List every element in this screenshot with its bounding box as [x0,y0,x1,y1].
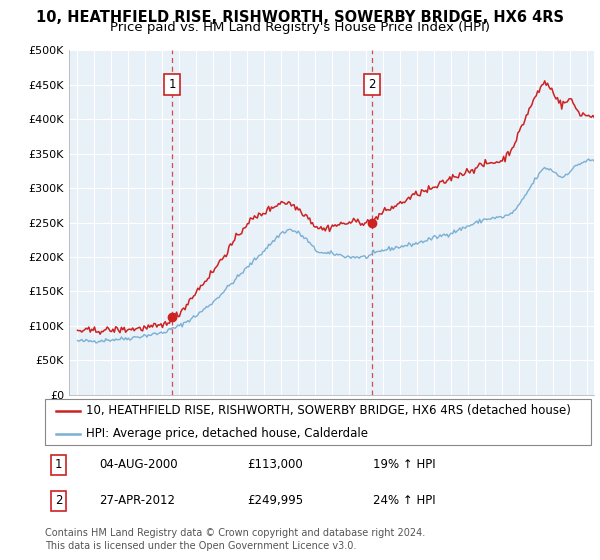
Text: 24% ↑ HPI: 24% ↑ HPI [373,494,435,507]
Text: 27-APR-2012: 27-APR-2012 [100,494,176,507]
Text: 2: 2 [55,494,62,507]
Text: £113,000: £113,000 [247,458,303,471]
Text: 10, HEATHFIELD RISE, RISHWORTH, SOWERBY BRIDGE, HX6 4RS (detached house): 10, HEATHFIELD RISE, RISHWORTH, SOWERBY … [86,404,571,417]
Text: 10, HEATHFIELD RISE, RISHWORTH, SOWERBY BRIDGE, HX6 4RS: 10, HEATHFIELD RISE, RISHWORTH, SOWERBY … [36,10,564,25]
Text: 1: 1 [169,78,176,91]
Text: 19% ↑ HPI: 19% ↑ HPI [373,458,435,471]
Text: HPI: Average price, detached house, Calderdale: HPI: Average price, detached house, Cald… [86,427,368,440]
Text: Contains HM Land Registry data © Crown copyright and database right 2024.
This d: Contains HM Land Registry data © Crown c… [45,528,425,550]
Text: £249,995: £249,995 [247,494,303,507]
Text: Price paid vs. HM Land Registry's House Price Index (HPI): Price paid vs. HM Land Registry's House … [110,21,490,34]
Text: 04-AUG-2000: 04-AUG-2000 [100,458,178,471]
Text: 1: 1 [55,458,62,471]
Text: 2: 2 [368,78,376,91]
